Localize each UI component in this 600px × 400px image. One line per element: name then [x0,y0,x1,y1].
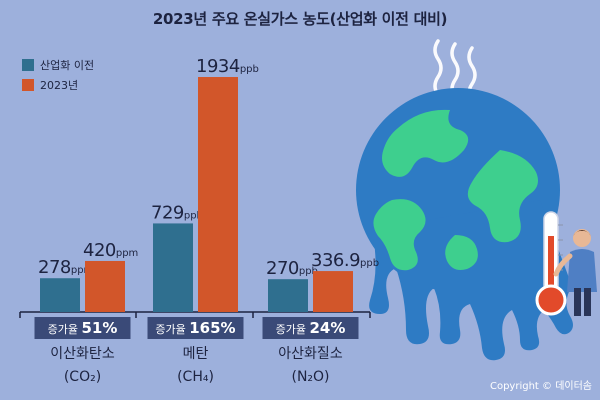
increase-rate-box [34,317,131,339]
bar-value-label: 270ppb [266,258,318,279]
legend-swatch-2023 [22,79,34,91]
bar-pre-industrial-2 [268,279,308,312]
increase-rate-box [262,317,359,339]
bar-value-label: 278ppm [38,257,93,278]
legend-label-2023: 2023년 [40,79,79,92]
bar-value-label: 1934ppb [196,56,259,77]
increase-rate-label: 증가율 51% [48,319,118,337]
increase-rate-label: 증가율 24% [276,319,346,337]
chart-title: 2023년 주요 온실가스 농도(산업화 이전 대비) [152,10,448,28]
copyright-text: Copyright © 데이터솜 [489,381,592,392]
legend-item-pre-industrial: 산업화 이전 [22,55,94,75]
bar-value-label: 420ppm [83,240,138,261]
legend-swatch-pre-industrial [22,59,34,71]
increase-rate-label: 증가율 165% [155,319,235,337]
category-formula: (CH₄) [177,369,214,385]
bar-2023-1 [198,77,238,312]
category-formula: (CO₂) [64,369,101,385]
bar-value-label: 336.9ppb [311,250,379,271]
bar-pre-industrial-1 [153,223,193,312]
bar-2023-2 [313,271,353,312]
bar-pre-industrial-0 [40,278,80,312]
legend-item-2023: 2023년 [22,75,94,95]
category-name: 이산화탄소 [50,346,115,362]
category-formula: (N₂O) [291,369,329,385]
category-name: 아산화질소 [278,346,343,362]
person-illustration [553,229,597,316]
chart-legend: 산업화 이전 2023년 [22,55,94,95]
legend-label-pre-industrial: 산업화 이전 [40,59,95,72]
category-name: 메탄 [183,346,209,362]
bar-2023-0 [85,260,125,312]
bar-value-label: 729ppb [151,202,203,223]
increase-rate-box [147,317,244,339]
melting-globe-illustration [356,39,573,361]
